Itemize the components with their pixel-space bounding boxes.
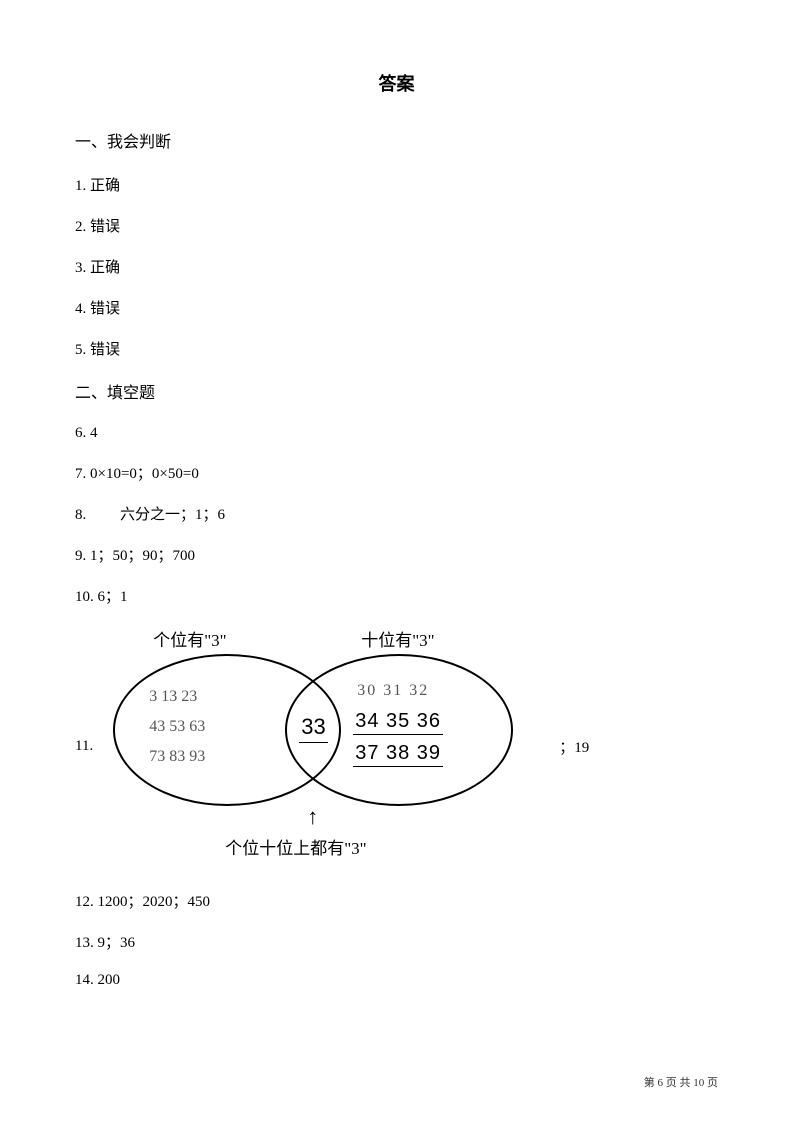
venn-arrow-icon: ↑ (307, 806, 318, 828)
venn-label-right: 十位有"3" (361, 626, 434, 651)
section2-heading: 二、填空题 (75, 379, 718, 403)
answer-item: 1. 正确 (75, 174, 718, 195)
venn-right-bot-numbers: 37 38 39 (353, 742, 443, 767)
answer-item: 7. 0×10=0；0×50=0 (75, 462, 718, 483)
venn-center-number: 33 (299, 714, 327, 743)
answer-item: 4. 错误 (75, 297, 718, 318)
answer-item: 12. 1200；2020；450 (75, 890, 718, 911)
answer-item: 3. 正确 (75, 256, 718, 277)
venn-bottom-label: 个位十位上都有"3" (225, 834, 366, 859)
answer-item: 14. 200 (75, 972, 718, 989)
answer-item: 6. 4 (75, 425, 718, 442)
venn-right-top-numbers: 30 31 32 (357, 682, 429, 700)
venn-row: 11. 个位有"3" 十位有"3" 3 13 23 43 53 63 73 83… (75, 626, 718, 866)
venn-right-mid-numbers: 34 35 36 (353, 710, 443, 735)
venn-left-numbers: 3 13 23 43 53 63 73 83 93 (149, 682, 205, 772)
venn-prefix: 11. (75, 738, 93, 755)
venn-suffix: ；19 (559, 736, 589, 757)
venn-left-row: 73 83 93 (149, 742, 205, 772)
answer-item: 13. 9；36 (75, 931, 718, 952)
answer-item: 8. 六分之一；1；6 (75, 503, 718, 524)
answer-item: 10. 6；1 (75, 585, 718, 606)
page-title: 答案 (75, 70, 718, 96)
venn-label-left: 个位有"3" (153, 626, 226, 651)
venn-left-row: 43 53 63 (149, 712, 205, 742)
answer-item: 5. 错误 (75, 338, 718, 359)
venn-left-row: 3 13 23 (149, 682, 205, 712)
page-footer: 第 6 页 共 10 页 (644, 1074, 718, 1090)
section1-heading: 一、我会判断 (75, 128, 718, 152)
venn-diagram: 个位有"3" 十位有"3" 3 13 23 43 53 63 73 83 93 … (113, 626, 543, 866)
answer-item: 9. 1；50；90；700 (75, 544, 718, 565)
answer-item: 2. 错误 (75, 215, 718, 236)
